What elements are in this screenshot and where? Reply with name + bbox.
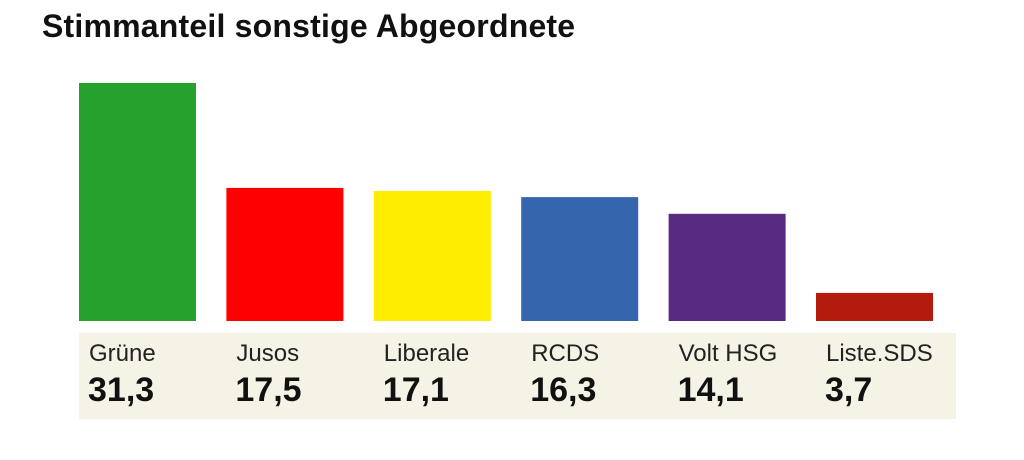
value-label-grüne: 31,3 — [88, 371, 155, 409]
category-label-rcds: RCDS — [531, 340, 600, 367]
category-label-grüne: Grüne — [89, 340, 156, 367]
bar-liberale — [373, 191, 491, 321]
bar-volt-hsg — [668, 213, 786, 321]
bar-rcds — [521, 197, 639, 321]
bar-grüne — [79, 83, 196, 321]
category-label-jusos: Jusos — [236, 340, 300, 367]
value-label-liste-sds: 3,7 — [825, 371, 873, 409]
value-label-volt-hsg: 14,1 — [677, 371, 744, 409]
bar-jusos — [226, 187, 344, 321]
label-band — [79, 333, 956, 419]
chart-title: Stimmanteil sonstige Abgeordnete — [42, 8, 576, 44]
category-label-liberale: Liberale — [383, 340, 470, 367]
value-label-liberale: 17,1 — [382, 371, 449, 409]
value-label-jusos: 17,5 — [235, 371, 302, 409]
value-label-rcds: 16,3 — [530, 371, 597, 409]
bar-group — [79, 83, 933, 321]
bar-liste-sds — [816, 292, 933, 321]
category-label-volt-hsg: Volt HSG — [678, 340, 778, 367]
category-label-liste-sds: Liste.SDS — [826, 340, 933, 367]
